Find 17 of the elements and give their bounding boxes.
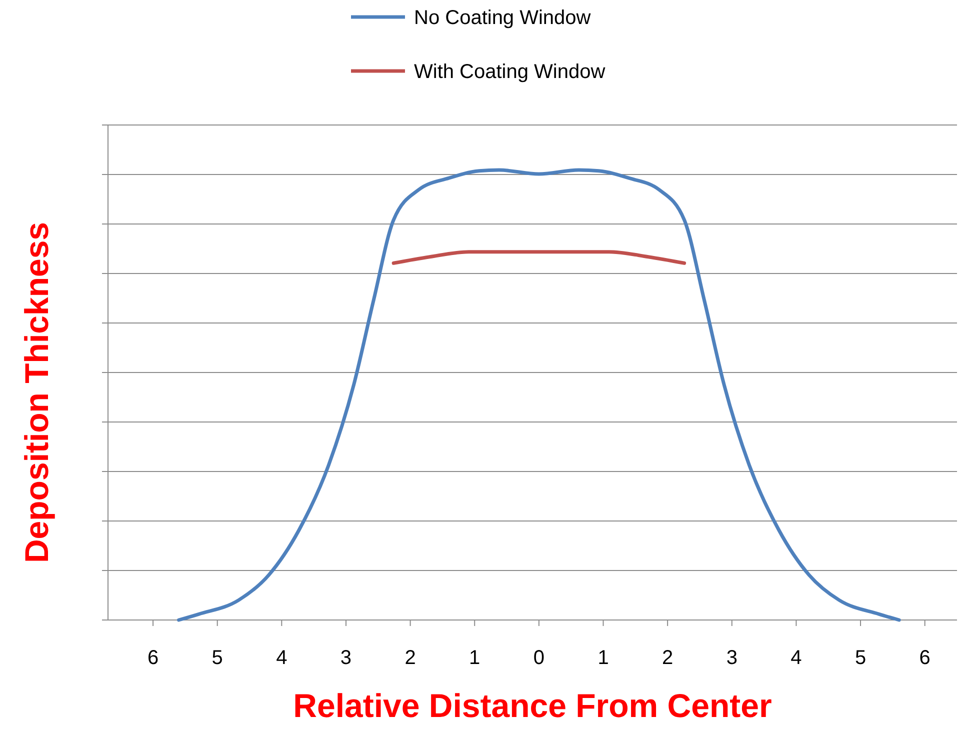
- x-tick-label: 3: [726, 647, 738, 669]
- x-tick-label: 0: [533, 647, 544, 669]
- x-tick-label: 4: [276, 647, 288, 669]
- x-tick-label: 5: [854, 647, 866, 669]
- x-tick-label: 3: [340, 647, 352, 669]
- x-tick-label: 6: [919, 647, 930, 669]
- x-tick-label: 4: [790, 647, 802, 669]
- x-tick-label: 6: [147, 647, 159, 669]
- y-axis-title: Deposition Thickness: [18, 222, 55, 564]
- legend-label: No Coating Window: [414, 7, 592, 29]
- x-tick-label: 5: [212, 647, 223, 669]
- legend-label: With Coating Window: [414, 61, 606, 83]
- x-axis-title: Relative Distance From Center: [293, 687, 772, 724]
- x-tick-label: 1: [598, 647, 609, 669]
- x-tick-label: 2: [404, 647, 416, 669]
- x-tick-label: 2: [662, 647, 674, 669]
- x-tick-label: 1: [469, 647, 480, 669]
